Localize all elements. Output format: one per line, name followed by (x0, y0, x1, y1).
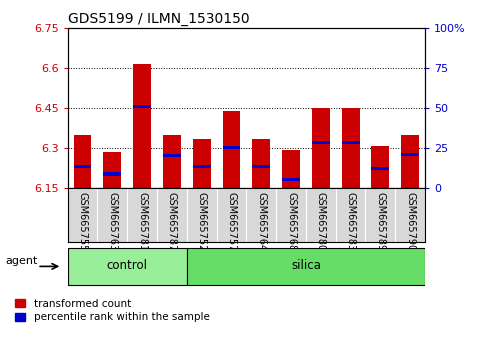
Bar (133, 105, 151, 108)
Text: GDS5199 / ILMN_1530150: GDS5199 / ILMN_1530150 (68, 12, 249, 26)
Text: GSM665780: GSM665780 (316, 192, 326, 251)
Text: GSM665787: GSM665787 (167, 192, 177, 251)
Bar (223, 111, 241, 188)
Text: GSM665768: GSM665768 (286, 192, 296, 251)
Text: GSM665764: GSM665764 (256, 192, 266, 251)
Text: GSM665781: GSM665781 (137, 192, 147, 251)
Text: GSM665755: GSM665755 (77, 192, 87, 251)
Bar (312, 141, 330, 144)
Bar (401, 153, 419, 156)
Text: GSM665789: GSM665789 (375, 192, 385, 251)
Text: agent: agent (5, 257, 38, 267)
Bar (252, 165, 270, 168)
Bar (193, 138, 211, 188)
Text: GSM665763: GSM665763 (107, 192, 117, 251)
Bar (73, 165, 91, 168)
Text: silica: silica (291, 259, 321, 272)
Bar (163, 135, 181, 188)
Bar (252, 138, 270, 188)
Bar (282, 150, 300, 188)
Text: GSM665752: GSM665752 (197, 192, 207, 251)
Bar (371, 147, 389, 188)
Bar (401, 135, 419, 188)
Bar (193, 165, 211, 168)
Bar (163, 154, 181, 157)
Text: GSM665790: GSM665790 (405, 192, 415, 251)
Legend: transformed count, percentile rank within the sample: transformed count, percentile rank withi… (15, 299, 210, 322)
FancyBboxPatch shape (68, 248, 187, 285)
Text: GSM665757: GSM665757 (227, 192, 237, 251)
Text: control: control (107, 259, 148, 272)
Bar (103, 172, 121, 176)
Text: GSM665783: GSM665783 (345, 192, 355, 251)
Bar (282, 178, 300, 181)
Bar (341, 141, 359, 144)
Bar (73, 135, 91, 188)
FancyBboxPatch shape (187, 248, 425, 285)
Bar (103, 152, 121, 188)
Bar (223, 146, 241, 149)
Bar (371, 167, 389, 170)
Bar (341, 108, 359, 188)
Bar (312, 108, 330, 188)
Bar (133, 64, 151, 188)
